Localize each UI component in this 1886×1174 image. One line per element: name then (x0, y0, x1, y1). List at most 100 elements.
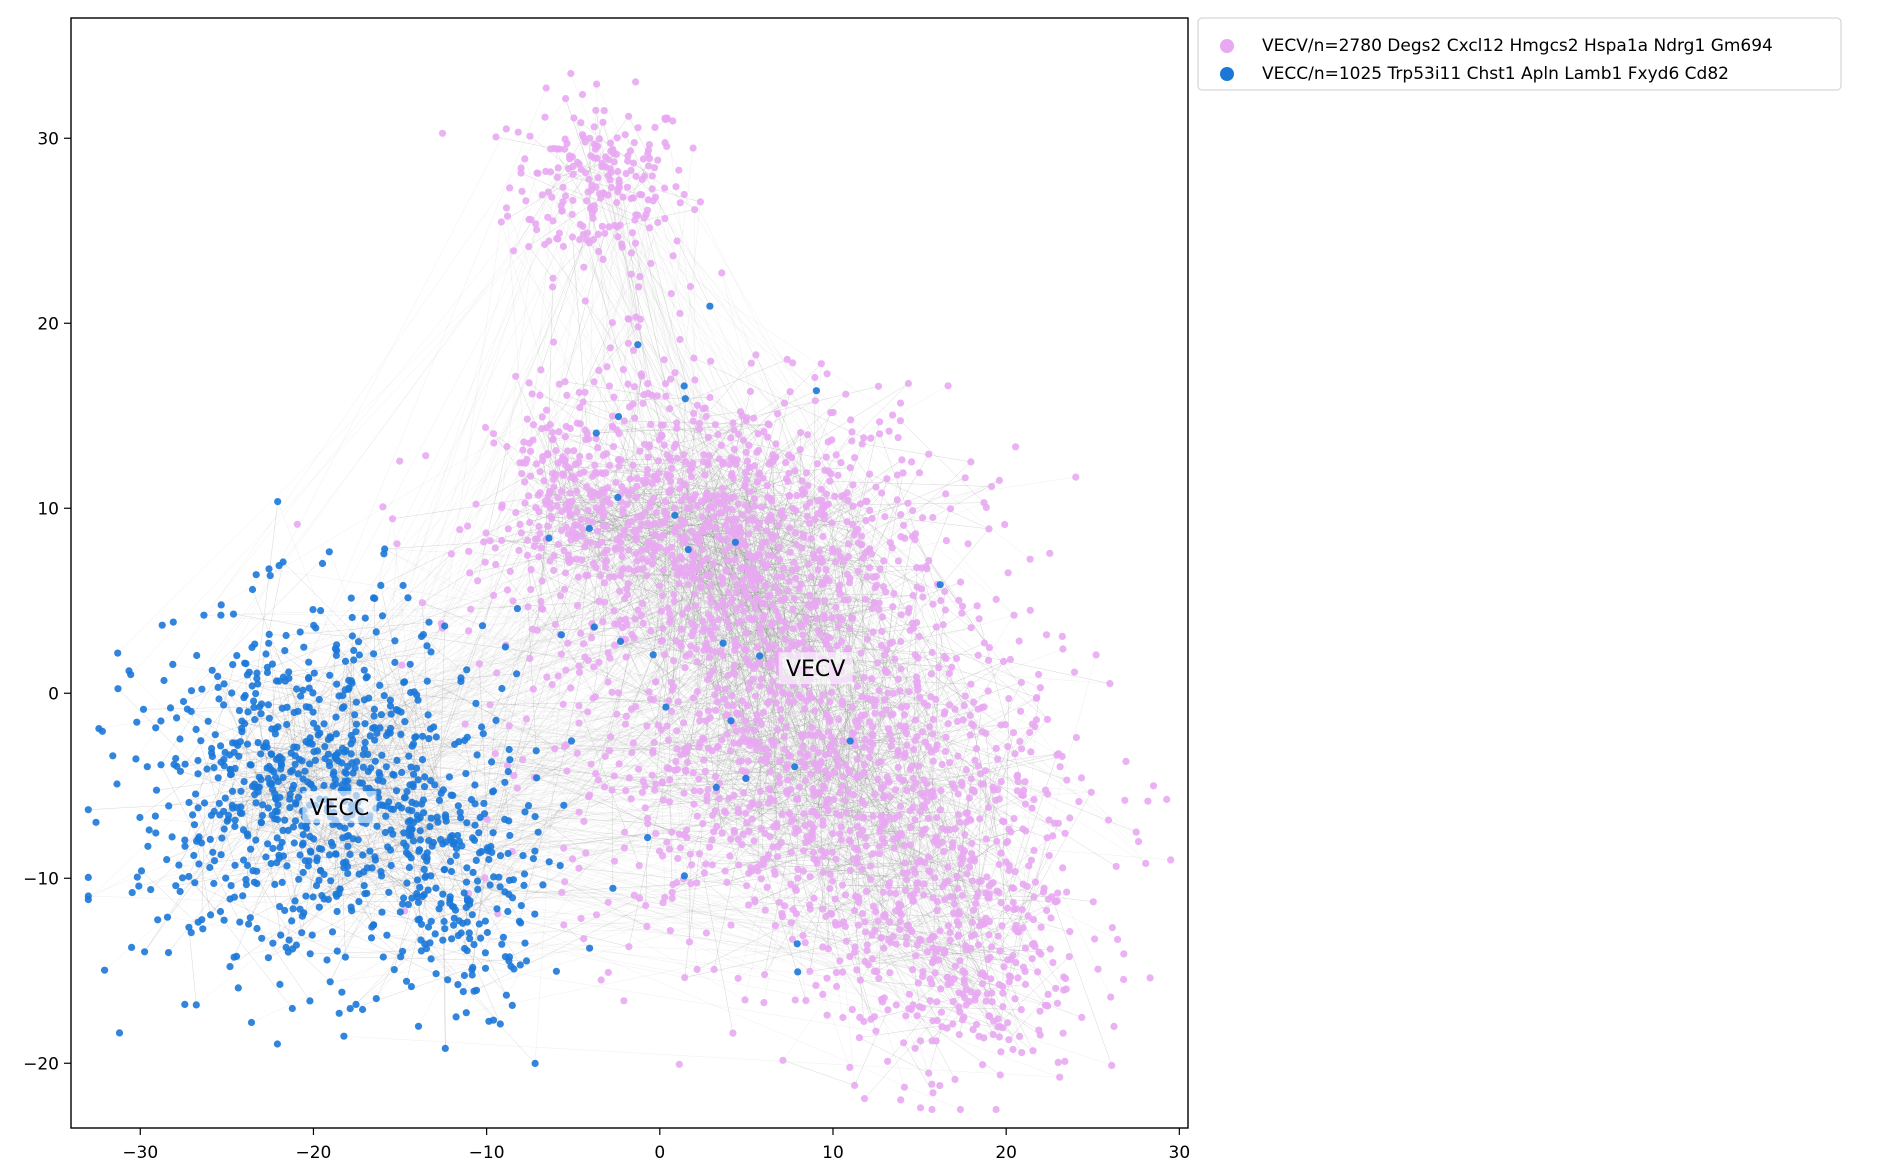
data-point (662, 392, 670, 400)
data-point (820, 852, 828, 861)
data-point (792, 824, 800, 832)
data-point (804, 751, 812, 759)
data-point (953, 717, 962, 726)
data-point (548, 681, 556, 689)
data-point (338, 988, 346, 996)
data-point (233, 804, 241, 812)
data-point (532, 460, 541, 468)
data-point (673, 765, 682, 774)
data-point (817, 360, 825, 368)
data-point (897, 1096, 905, 1104)
data-point (266, 780, 274, 788)
data-point (450, 921, 458, 929)
data-point (862, 595, 870, 603)
data-point (1062, 974, 1070, 983)
data-point (145, 826, 153, 834)
data-point (1031, 878, 1040, 886)
data-point (480, 799, 488, 808)
data-point (696, 198, 705, 206)
data-point (527, 216, 535, 224)
data-point (860, 761, 869, 769)
data-point (264, 804, 272, 812)
data-point (736, 565, 745, 573)
data-point (1032, 694, 1040, 702)
data-point (938, 760, 946, 769)
data-point (493, 905, 501, 913)
data-point (154, 916, 162, 924)
data-point (416, 836, 424, 844)
data-point (285, 936, 293, 944)
data-point (474, 885, 482, 894)
data-point (594, 776, 603, 784)
data-point (573, 531, 581, 539)
data-point (706, 393, 714, 401)
data-point (594, 174, 602, 182)
data-point (782, 723, 790, 731)
data-point (775, 779, 784, 787)
data-point (705, 523, 713, 531)
data-point (231, 861, 239, 869)
data-point (763, 854, 771, 862)
data-point (276, 903, 284, 911)
data-point (671, 369, 679, 377)
data-point (169, 618, 177, 626)
data-point (938, 824, 947, 833)
data-point (902, 940, 911, 948)
data-point (252, 799, 260, 807)
data-point (809, 744, 817, 753)
data-point (1005, 866, 1013, 875)
data-point (560, 844, 568, 852)
data-point (637, 512, 645, 520)
data-point (623, 585, 631, 593)
data-point (115, 1029, 124, 1037)
data-point (928, 1105, 936, 1114)
data-point (379, 953, 387, 961)
data-point (860, 800, 869, 808)
data-point (490, 591, 498, 600)
data-point (751, 495, 759, 503)
data-point (481, 917, 489, 925)
data-point (634, 341, 642, 349)
data-point (606, 139, 615, 147)
data-point (285, 668, 293, 676)
data-point (503, 761, 512, 770)
data-point (524, 603, 532, 611)
data-point (693, 965, 701, 974)
data-point (601, 153, 610, 161)
data-point (974, 705, 982, 713)
data-point (753, 643, 762, 652)
data-point (848, 1006, 856, 1014)
data-point (856, 1013, 864, 1022)
data-point (685, 938, 694, 946)
data-point (474, 577, 482, 585)
data-point (721, 609, 729, 618)
data-point (507, 962, 515, 970)
data-point (795, 585, 803, 593)
data-point (505, 722, 513, 730)
data-point (1036, 684, 1044, 692)
data-point (1120, 975, 1128, 984)
data-point (643, 572, 651, 580)
data-point (863, 947, 871, 955)
data-point (586, 134, 594, 142)
data-point (257, 750, 265, 758)
data-point (393, 540, 401, 548)
data-point (347, 677, 355, 685)
data-point (298, 929, 306, 937)
data-point (1031, 942, 1039, 951)
data-point (929, 730, 937, 738)
data-point (691, 206, 699, 214)
data-point (578, 532, 586, 540)
data-point (398, 768, 406, 777)
data-point (900, 1039, 908, 1047)
data-point (896, 722, 904, 730)
data-point (271, 790, 279, 798)
data-point (655, 469, 663, 477)
data-point (1163, 795, 1171, 804)
data-point (747, 359, 755, 367)
data-point (879, 583, 888, 591)
data-point (391, 658, 399, 667)
data-point (615, 455, 623, 463)
data-point (589, 559, 597, 568)
data-point (850, 791, 858, 799)
